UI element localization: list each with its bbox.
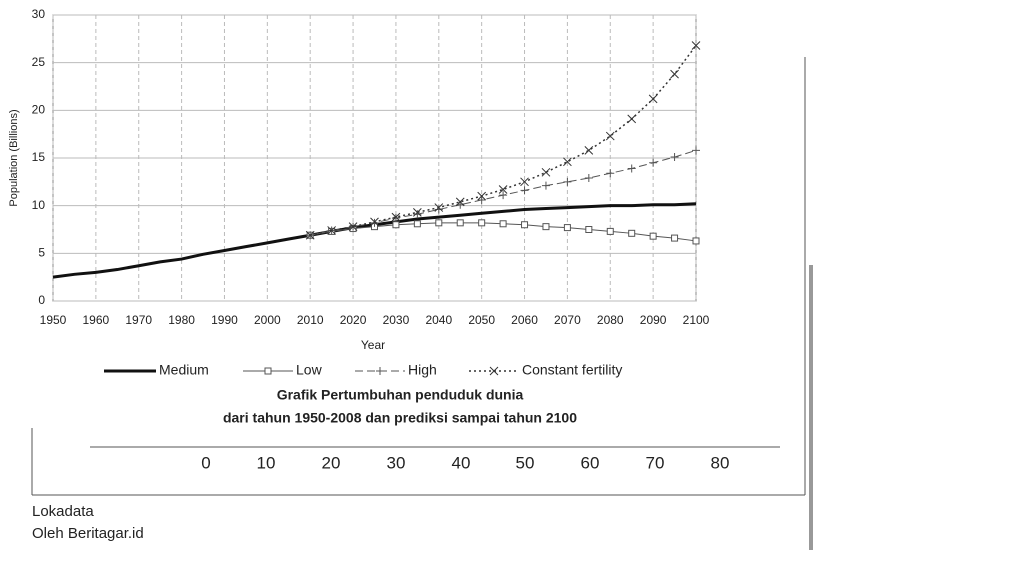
lower-axis-tick-label: 20 [322,453,341,472]
marker [563,177,572,186]
lower-axis-tick-label: 50 [516,453,535,472]
marker [649,158,658,167]
y-tick-label: 0 [38,293,45,307]
marker [692,146,700,155]
x-axis-label: Year [361,338,385,352]
y-tick-label: 30 [32,7,46,21]
marker [478,219,486,227]
marker [670,153,679,162]
marker [456,219,464,227]
marker [648,94,658,104]
marker [455,197,465,207]
marker [348,222,358,231]
marker [391,214,400,223]
marker [520,186,529,195]
marker [413,210,422,219]
x-tick-label: 2080 [597,313,624,327]
marker [370,218,379,227]
x-tick-label: 1960 [83,313,110,327]
x-tick-label: 1950 [40,313,67,327]
marker [627,164,636,173]
marker [434,203,444,212]
legend-marker [376,367,384,375]
marker [606,227,614,235]
legend-label: High [408,362,437,378]
caption: dari tahun 1950-2008 dan prediksi sampai… [223,410,577,426]
marker [605,131,615,141]
marker [391,212,401,222]
y-tick-label: 15 [32,150,46,164]
marker [584,174,593,183]
x-tick-label: 2060 [511,313,538,327]
x-tick-label: 2020 [340,313,367,327]
x-tick-label: 1990 [211,313,238,327]
edge-bar [809,265,813,550]
x-tick-label: 2010 [297,313,324,327]
marker [671,234,679,242]
marker [606,169,615,178]
lower-axis-tick-label: 10 [257,453,276,472]
legend-label: Medium [159,362,209,378]
marker [499,220,507,228]
source: Lokadata [32,503,94,520]
marker [521,221,529,229]
y-tick-label: 20 [32,103,46,117]
y-tick-label: 10 [32,198,46,212]
legend-marker [489,366,499,376]
legend-marker [264,367,272,375]
marker [541,167,551,177]
marker [327,226,336,235]
x-tick-label: 2090 [640,313,667,327]
legend-label: Constant fertility [522,362,622,378]
x-tick-label: 1980 [168,313,195,327]
lower-axis-tick-label: 40 [452,453,471,472]
marker [413,207,422,217]
marker [585,226,593,233]
y-tick-label: 5 [38,246,45,260]
lower-axis-tick-label: 60 [581,453,600,472]
marker [435,219,443,227]
marker [691,41,701,50]
marker [413,220,421,228]
lower-axis-tick-label: 70 [646,453,665,472]
lower-axis-tick-label: 30 [387,453,406,472]
marker [692,237,700,245]
x-tick-label: 2000 [254,313,281,327]
lower-axis-tick-label: 80 [711,453,730,472]
x-tick-label: 2070 [554,313,581,327]
legend-label: Low [296,362,323,378]
marker [498,185,508,194]
marker [628,229,636,237]
marker [477,191,487,201]
marker [670,69,679,79]
marker [542,223,550,231]
series-line [52,202,697,279]
y-axis-label: Population (Billions) [8,109,20,206]
marker [499,191,508,200]
marker [434,205,443,214]
x-tick-label: 2030 [383,313,410,327]
y-tick-label: 25 [32,55,46,69]
x-tick-label: 2040 [425,313,452,327]
marker [563,157,572,167]
x-tick-label: 2050 [468,313,495,327]
caption: Grafik Pertumbuhan penduduk dunia [277,387,524,403]
marker [649,232,657,240]
marker [541,181,550,190]
marker [392,221,400,229]
x-tick-label: 1970 [125,313,152,327]
marker [477,195,486,204]
source: Oleh Beritagar.id [32,525,144,542]
marker [563,224,571,232]
marker [627,114,637,124]
lower-axis-tick-label: 0 [201,453,210,472]
marker [520,177,529,187]
marker [305,230,315,240]
x-tick-label: 2100 [683,313,710,327]
marker [584,146,594,155]
marker [370,217,379,227]
